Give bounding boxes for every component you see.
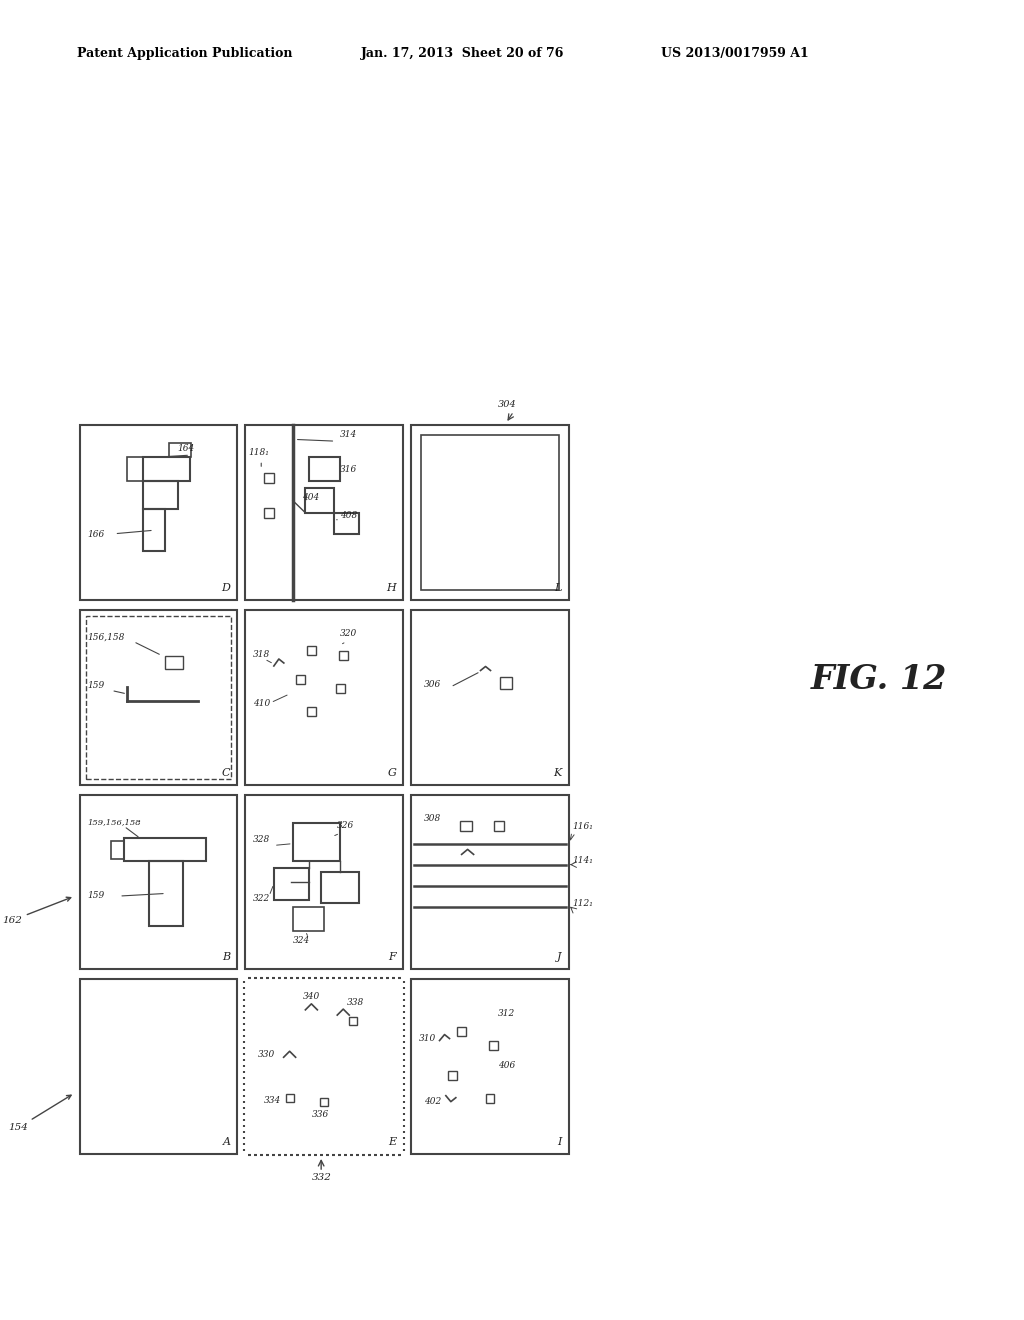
Text: F: F	[388, 953, 396, 962]
Text: 334: 334	[264, 1096, 282, 1105]
Bar	[447, 1071, 457, 1080]
Bar	[143, 510, 165, 552]
Text: 314: 314	[340, 430, 357, 440]
Text: Jan. 17, 2013  Sheet 20 of 76: Jan. 17, 2013 Sheet 20 of 76	[361, 46, 564, 59]
Text: 156,158: 156,158	[88, 632, 125, 642]
Bar	[457, 1027, 466, 1036]
Text: 326: 326	[337, 821, 354, 830]
Text: 410: 410	[253, 698, 270, 708]
Text: 114₁: 114₁	[572, 855, 594, 865]
Text: 159,156,158: 159,156,158	[88, 818, 141, 826]
Text: 324: 324	[293, 936, 310, 945]
Bar	[339, 651, 348, 660]
Text: 322: 322	[253, 894, 270, 903]
Text: 340: 340	[303, 991, 321, 1001]
Bar	[412, 795, 569, 969]
Bar	[286, 1094, 294, 1102]
Text: 330: 330	[258, 1051, 275, 1059]
Text: 402: 402	[424, 1097, 441, 1106]
Bar	[166, 656, 183, 669]
Bar	[246, 425, 403, 601]
Bar	[488, 1041, 498, 1051]
Text: Patent Application Publication: Patent Application Publication	[77, 46, 292, 59]
Bar	[412, 425, 569, 601]
Text: G: G	[387, 768, 396, 777]
Text: 408: 408	[340, 511, 357, 520]
Text: E: E	[388, 1137, 396, 1147]
Bar	[264, 508, 274, 517]
Bar	[143, 482, 177, 510]
Text: 164: 164	[177, 445, 195, 453]
Bar	[349, 1018, 357, 1026]
Text: 318: 318	[253, 649, 270, 659]
Text: US 2013/0017959 A1: US 2013/0017959 A1	[660, 46, 808, 59]
Bar	[322, 871, 359, 903]
Bar	[307, 708, 316, 715]
Bar	[421, 436, 559, 590]
Text: 338: 338	[347, 998, 365, 1007]
Text: A: A	[222, 1137, 230, 1147]
Bar	[308, 457, 340, 482]
Bar	[334, 512, 359, 533]
Bar	[80, 425, 238, 601]
Bar	[273, 869, 308, 899]
Text: D: D	[221, 583, 230, 593]
Bar	[461, 821, 472, 832]
Bar	[169, 444, 190, 457]
Bar	[143, 457, 190, 482]
Bar	[293, 907, 325, 931]
Bar	[412, 979, 569, 1154]
Text: 166: 166	[88, 529, 104, 539]
Bar	[500, 677, 512, 689]
Bar	[336, 684, 344, 693]
Text: 312: 312	[498, 1008, 515, 1018]
Text: 336: 336	[311, 1110, 329, 1119]
Bar	[321, 1098, 329, 1106]
Text: 328: 328	[253, 834, 270, 843]
Bar	[148, 861, 183, 925]
Text: 306: 306	[424, 680, 441, 689]
Text: B: B	[222, 953, 230, 962]
Bar	[293, 822, 340, 861]
Bar	[412, 610, 569, 785]
Bar	[246, 795, 403, 969]
Text: C: C	[222, 768, 230, 777]
Text: FIG. 12: FIG. 12	[810, 664, 947, 697]
Bar	[296, 676, 305, 685]
Bar	[80, 795, 238, 969]
Text: 116₁: 116₁	[572, 822, 594, 832]
Text: J: J	[557, 953, 562, 962]
Text: 159: 159	[88, 681, 104, 690]
Text: 118₁: 118₁	[249, 447, 269, 457]
Bar	[264, 473, 274, 483]
Bar	[112, 841, 124, 859]
Bar	[127, 457, 143, 482]
Text: 112₁: 112₁	[572, 899, 594, 908]
Text: 162: 162	[2, 898, 71, 925]
Text: 310: 310	[419, 1034, 436, 1043]
Bar	[307, 645, 316, 655]
Bar	[80, 979, 238, 1154]
Bar	[305, 488, 334, 512]
Text: K: K	[554, 768, 562, 777]
Bar	[124, 838, 206, 861]
Text: 406: 406	[498, 1061, 515, 1071]
Text: 404: 404	[302, 494, 319, 503]
Text: 304: 304	[498, 400, 517, 409]
Text: 159: 159	[88, 891, 104, 899]
Text: L: L	[554, 583, 562, 593]
Text: 154: 154	[8, 1096, 71, 1133]
Bar	[80, 610, 238, 785]
Text: 316: 316	[340, 466, 357, 474]
Text: 332: 332	[311, 1173, 332, 1181]
Bar	[495, 821, 505, 832]
Text: H: H	[386, 583, 396, 593]
Text: 308: 308	[424, 813, 441, 822]
Text: I: I	[557, 1137, 562, 1147]
Bar	[485, 1094, 495, 1102]
Bar	[246, 610, 403, 785]
Text: 320: 320	[340, 630, 357, 638]
Bar	[86, 616, 231, 779]
